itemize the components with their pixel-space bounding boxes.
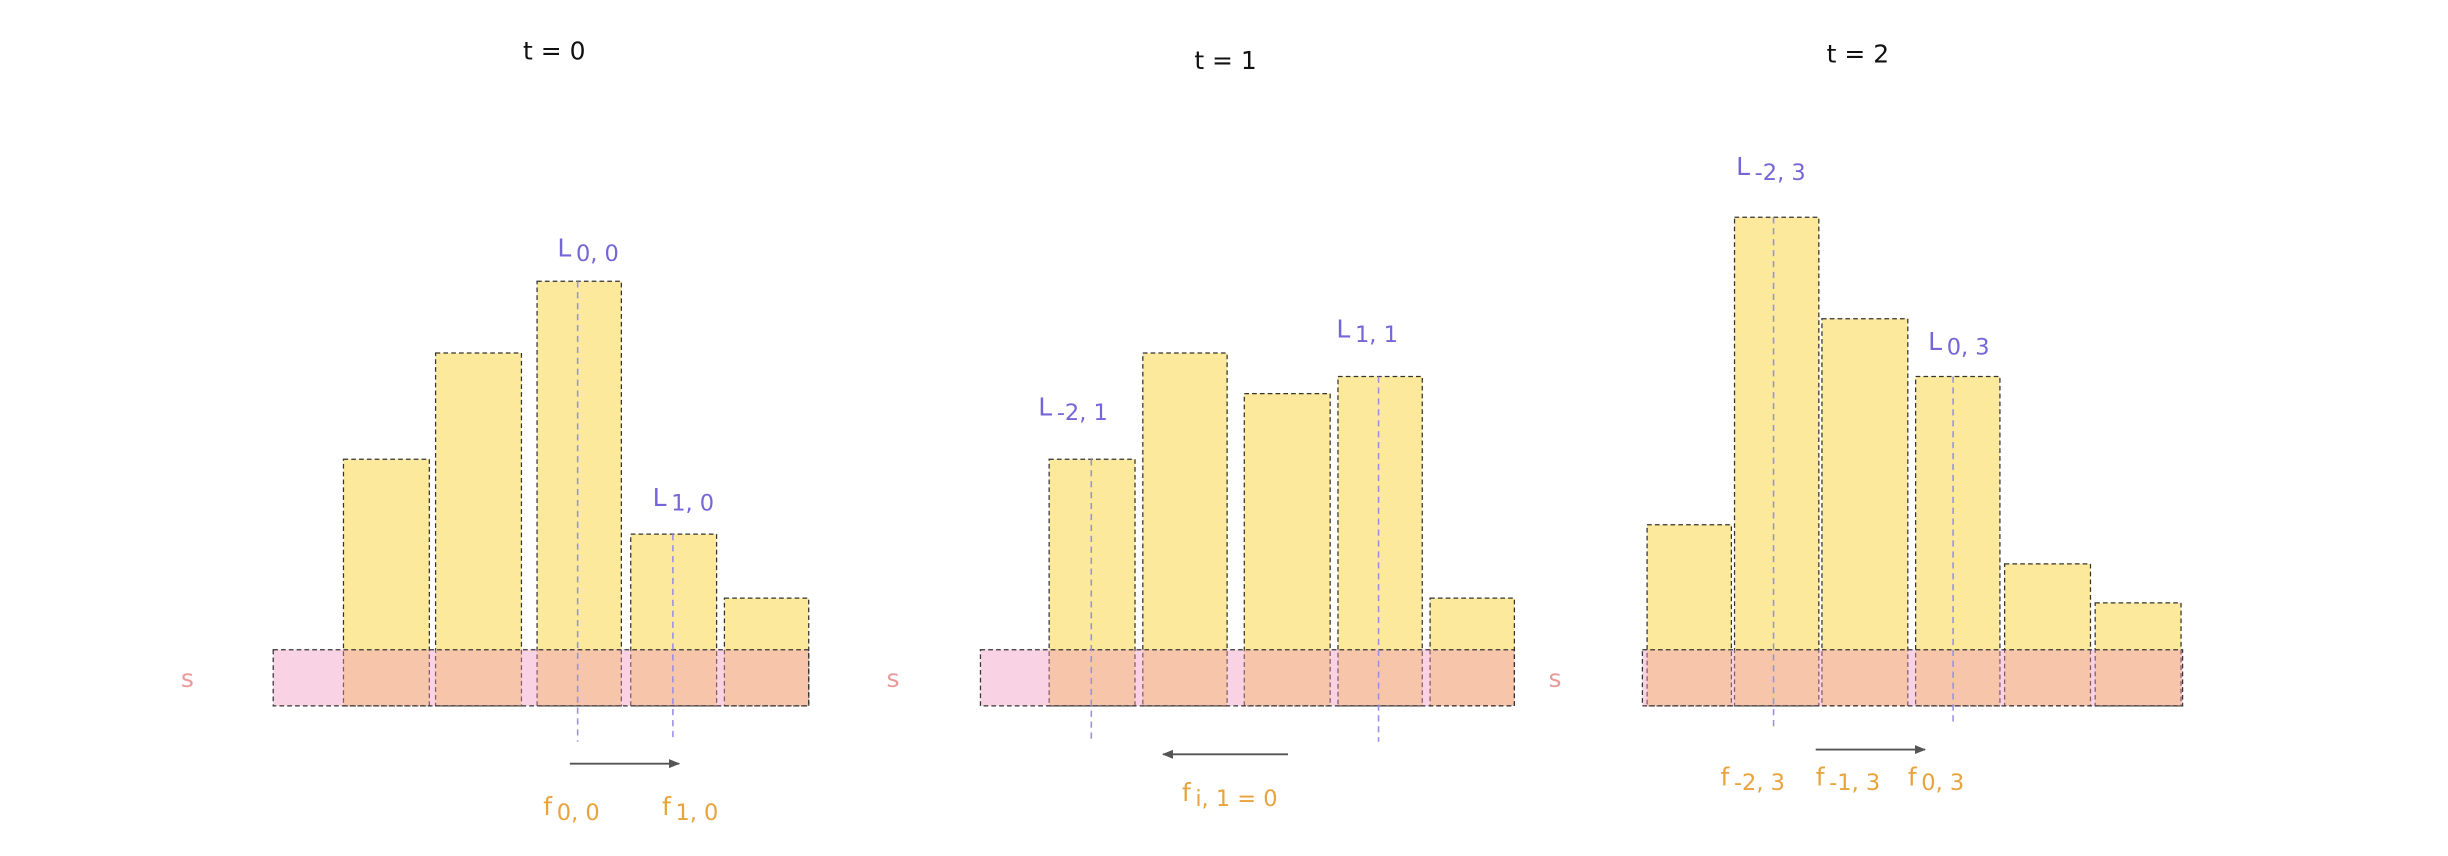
bar: [1733, 216, 1820, 707]
l-label-sub: -2, 3: [1755, 160, 1806, 186]
f-label: f 1, 0: [662, 792, 718, 826]
l-label-main: L: [653, 483, 667, 512]
bar: [630, 533, 718, 707]
bar: [1914, 375, 2001, 707]
f-label: f 0, 3: [1908, 763, 1964, 797]
f-label-main: f: [662, 792, 672, 821]
panel-title: t = 2: [1827, 40, 1889, 69]
f-label: f 0, 0: [543, 792, 599, 826]
f-label: f -2, 3: [1720, 763, 1784, 797]
f-label-main: f: [1182, 778, 1192, 807]
bar: [723, 597, 810, 707]
f-label: f i, 1 = 0: [1182, 778, 1278, 812]
f-label-sub: -2, 3: [1734, 770, 1785, 796]
l-label-sub: 0, 3: [1947, 335, 1990, 361]
l-label: L 1, 1: [1336, 314, 1397, 348]
f-label-sub: 1, 0: [675, 800, 718, 826]
bar: [2003, 563, 2092, 707]
s-label: s: [181, 664, 194, 693]
f-label-main: f: [1908, 763, 1918, 792]
bar: [1243, 393, 1331, 707]
l-label: L 0, 0: [557, 233, 618, 267]
panel-title: t = 0: [523, 37, 585, 66]
bar: [1646, 524, 1733, 707]
l-label: L 1, 0: [653, 483, 714, 517]
f-label-sub: i, 1 = 0: [1195, 786, 1277, 812]
f-label-sub: -1, 3: [1829, 770, 1880, 796]
l-label: L 0, 3: [1928, 327, 1989, 361]
l-label-sub: 1, 0: [671, 491, 714, 517]
l-label-sub: 1, 1: [1355, 322, 1398, 348]
l-label-sub: 0, 0: [576, 241, 619, 267]
f-label-sub: 0, 0: [557, 800, 600, 826]
bar: [434, 352, 523, 707]
bar: [342, 458, 430, 707]
f-label-main: f: [543, 792, 553, 821]
l-label-main: L: [1336, 314, 1350, 343]
l-label: L -2, 3: [1736, 152, 1806, 186]
l-label-main: L: [557, 233, 571, 262]
f-label-sub: 0, 3: [1921, 770, 1964, 796]
f-label-main: f: [1816, 763, 1826, 792]
bar: [1821, 318, 1909, 707]
source-band: [272, 649, 810, 707]
l-label-main: L: [1928, 327, 1942, 356]
s-label: s: [887, 664, 900, 693]
l-label-sub: -2, 1: [1057, 400, 1108, 426]
bar: [536, 280, 622, 707]
l-label-main: L: [1736, 152, 1750, 181]
f-label-main: f: [1720, 763, 1730, 792]
s-label: s: [1548, 664, 1561, 693]
f-label: f -1, 3: [1816, 763, 1880, 797]
bar: [1142, 352, 1228, 707]
bar: [1337, 375, 1423, 707]
bar: [2094, 602, 2182, 707]
source-band: [979, 649, 1516, 707]
source-band: [1641, 649, 2184, 707]
l-label-main: L: [1038, 393, 1052, 422]
l-label: L -2, 1: [1038, 393, 1108, 427]
panel-title: t = 1: [1194, 46, 1256, 75]
